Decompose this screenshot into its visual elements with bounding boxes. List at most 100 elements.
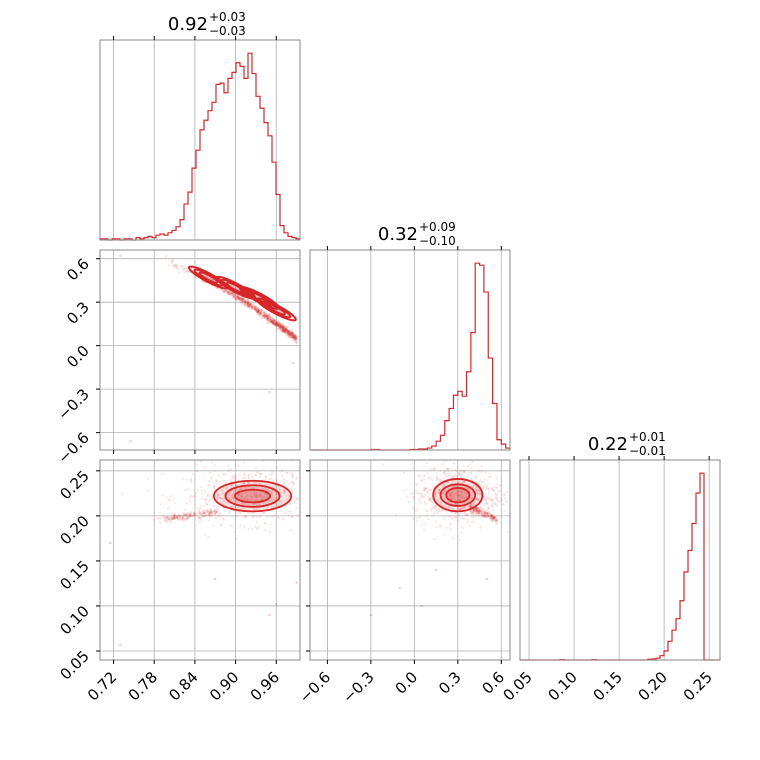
sample-point <box>207 514 211 517</box>
sample-point <box>445 467 449 471</box>
sample-point <box>418 497 421 500</box>
sample-point <box>272 321 276 324</box>
sample-point <box>481 513 484 516</box>
sample-point <box>259 472 262 476</box>
sample-point <box>456 481 460 484</box>
sample-point <box>428 496 431 499</box>
sample-point <box>482 498 486 502</box>
sample-point <box>517 506 519 508</box>
sample-point <box>213 487 216 490</box>
sample-point <box>280 324 284 327</box>
sample-point <box>293 333 296 337</box>
sample-point <box>494 486 497 489</box>
sample-point <box>295 337 298 340</box>
sample-point <box>290 476 293 480</box>
sample-point <box>173 514 177 517</box>
sample-point <box>304 480 306 482</box>
sample-point <box>436 477 439 481</box>
sample-point <box>293 336 296 339</box>
sample-point <box>218 501 222 504</box>
sample-point <box>245 497 249 501</box>
sample-point <box>165 516 168 519</box>
sample-point <box>181 265 184 268</box>
sample-point <box>268 316 272 319</box>
sample-point <box>212 504 215 508</box>
sample-point <box>464 513 468 516</box>
sample-point <box>259 312 262 316</box>
sample-point <box>452 475 456 478</box>
sample-point <box>491 498 494 501</box>
sample-point <box>249 304 252 308</box>
sample-point <box>425 502 428 506</box>
sample-point <box>271 321 275 325</box>
sample-point <box>481 471 484 474</box>
sample-point <box>240 487 244 490</box>
sample-point <box>447 467 450 470</box>
sample-point <box>279 326 282 329</box>
sample-point <box>218 496 222 500</box>
sample-point <box>473 500 476 503</box>
sample-point <box>274 323 278 326</box>
sample-point <box>296 514 300 517</box>
sample-point <box>291 481 294 484</box>
sample-point <box>295 335 298 338</box>
sample-point <box>249 306 252 309</box>
sample-point <box>238 297 241 300</box>
sample-point <box>495 493 498 496</box>
sample-point <box>284 331 287 334</box>
sample-point <box>448 506 451 509</box>
sample-point <box>302 488 304 490</box>
sample-point <box>177 271 181 275</box>
sample-point <box>176 518 180 522</box>
sample-point <box>288 332 292 335</box>
sample-point <box>275 322 278 326</box>
sample-point <box>247 300 250 303</box>
sample-point <box>260 309 263 312</box>
sample-point <box>223 473 227 477</box>
sample-point <box>255 311 259 314</box>
sample-point <box>295 340 298 344</box>
sample-point <box>294 336 298 339</box>
sample-point <box>269 499 272 502</box>
sample-point <box>194 495 197 498</box>
sample-point <box>288 332 291 335</box>
sample-point <box>242 297 245 300</box>
sample-point <box>474 512 477 515</box>
sample-point <box>204 497 207 501</box>
sample-point <box>295 498 299 501</box>
sample-point <box>470 521 474 524</box>
sample-point <box>247 302 251 306</box>
sample-point <box>243 498 246 501</box>
sample-point <box>258 311 261 314</box>
sample-point <box>293 334 296 337</box>
sample-point <box>289 331 292 335</box>
sample-point <box>253 307 257 310</box>
sample-point <box>466 465 469 469</box>
sample-point <box>249 304 252 308</box>
sample-point <box>228 291 231 294</box>
sample-point <box>237 297 241 300</box>
sample-point <box>230 291 233 295</box>
sample-point <box>503 493 506 497</box>
sample-point <box>236 295 240 299</box>
sample-point <box>275 320 278 323</box>
sample-point <box>282 330 286 333</box>
sample-point <box>242 299 245 302</box>
x-tick-label: 0.78 <box>125 668 161 704</box>
sample-point <box>201 280 205 283</box>
sample-point <box>234 488 237 491</box>
sample-point <box>487 486 491 490</box>
sample-point <box>214 516 218 520</box>
sample-point <box>333 499 335 501</box>
sample-point <box>199 517 202 521</box>
sample-point <box>439 478 443 482</box>
sample-point <box>434 492 437 496</box>
sample-point <box>264 314 268 317</box>
sample-point <box>246 303 249 306</box>
sample-point <box>282 325 286 328</box>
sample-point <box>184 268 188 271</box>
sample-point <box>222 479 225 482</box>
sample-point <box>241 506 244 510</box>
sample-point <box>484 515 487 519</box>
sample-point <box>285 333 288 337</box>
